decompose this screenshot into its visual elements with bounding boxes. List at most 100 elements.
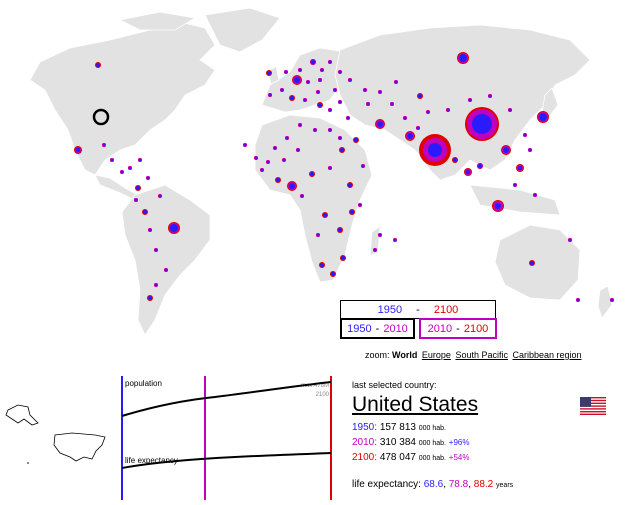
population-bubble[interactable] bbox=[297, 149, 299, 151]
population-bubble[interactable] bbox=[165, 269, 167, 271]
population-bubble[interactable] bbox=[350, 210, 354, 214]
south-america-shape[interactable] bbox=[121, 184, 211, 336]
population-bubble[interactable] bbox=[136, 186, 140, 190]
africa-shape[interactable] bbox=[254, 114, 373, 283]
australia-shape[interactable] bbox=[494, 224, 581, 301]
population-bubble[interactable] bbox=[379, 234, 381, 236]
population-bubble[interactable] bbox=[255, 157, 257, 159]
population-bubble[interactable] bbox=[329, 61, 331, 63]
zoom-europe[interactable]: Europe bbox=[421, 350, 451, 360]
population-bubble[interactable] bbox=[319, 79, 321, 81]
population-bubble[interactable] bbox=[447, 109, 449, 111]
population-bubble[interactable] bbox=[569, 239, 571, 241]
population-bubble[interactable] bbox=[466, 170, 470, 174]
population-bubble[interactable] bbox=[304, 99, 306, 101]
population-bubble[interactable] bbox=[509, 109, 511, 111]
population-bubble[interactable] bbox=[339, 137, 341, 139]
population-bubble[interactable] bbox=[267, 161, 269, 163]
population-bubble[interactable] bbox=[340, 148, 344, 152]
population-bubble[interactable] bbox=[274, 147, 276, 149]
population-bubble[interactable] bbox=[76, 148, 80, 152]
population-bubble[interactable] bbox=[244, 144, 246, 146]
population-bubble[interactable] bbox=[317, 91, 319, 93]
population-bubble[interactable] bbox=[529, 149, 531, 151]
population-bubble[interactable] bbox=[377, 121, 383, 127]
population-bubble[interactable] bbox=[286, 137, 288, 139]
population-bubble[interactable] bbox=[269, 94, 271, 96]
population-bubble[interactable] bbox=[329, 167, 331, 169]
population-bubble[interactable] bbox=[404, 117, 406, 119]
population-bubble[interactable] bbox=[478, 164, 482, 168]
population-bubble[interactable] bbox=[374, 249, 376, 251]
us-flag-icon[interactable] bbox=[580, 397, 606, 415]
selected-country-marker[interactable] bbox=[92, 108, 110, 126]
population-bubble[interactable] bbox=[331, 272, 335, 276]
zoom-world[interactable]: World bbox=[392, 350, 418, 360]
population-bubble[interactable] bbox=[348, 183, 352, 187]
population-bubble[interactable] bbox=[418, 94, 422, 98]
population-bubble[interactable] bbox=[149, 229, 151, 231]
population-bubble[interactable] bbox=[310, 172, 314, 176]
population-bubble[interactable] bbox=[323, 213, 327, 217]
year-range-1950-2010[interactable]: 1950 - 2010 bbox=[340, 318, 415, 339]
population-bubble[interactable] bbox=[339, 71, 341, 73]
population-bubble[interactable] bbox=[329, 109, 331, 111]
population-bubble[interactable] bbox=[314, 129, 316, 131]
asia-shape[interactable] bbox=[334, 24, 591, 181]
population-bubble[interactable] bbox=[427, 111, 429, 113]
population-bubble[interactable] bbox=[320, 263, 324, 267]
population-bubble[interactable] bbox=[148, 296, 152, 300]
population-bubble[interactable] bbox=[139, 159, 141, 161]
population-bubble[interactable] bbox=[267, 71, 271, 75]
population-bubble[interactable] bbox=[577, 299, 579, 301]
population-bubble[interactable] bbox=[299, 69, 301, 71]
population-bubble[interactable] bbox=[281, 89, 283, 91]
population-bubble[interactable] bbox=[534, 194, 536, 196]
population-bubble[interactable] bbox=[283, 159, 285, 161]
population-bubble[interactable] bbox=[524, 134, 526, 136]
population-bubble[interactable] bbox=[294, 77, 300, 83]
population-bubble[interactable] bbox=[170, 224, 178, 232]
population-bubble[interactable] bbox=[261, 169, 263, 171]
population-bubble[interactable] bbox=[349, 79, 351, 81]
population-bubble[interactable] bbox=[155, 249, 157, 251]
population-bubble[interactable] bbox=[495, 203, 501, 209]
population-bubble[interactable] bbox=[129, 167, 131, 169]
population-bubble[interactable] bbox=[307, 81, 309, 83]
population-bubble[interactable] bbox=[367, 103, 369, 105]
population-bubble[interactable] bbox=[318, 103, 322, 107]
population-bubble[interactable] bbox=[334, 89, 336, 91]
north-america-shape[interactable] bbox=[29, 21, 216, 176]
population-bubble[interactable] bbox=[103, 144, 105, 146]
population-bubble[interactable] bbox=[339, 101, 341, 103]
population-bubble[interactable] bbox=[290, 96, 294, 100]
population-bubble[interactable] bbox=[285, 71, 287, 73]
population-bubble[interactable] bbox=[395, 81, 397, 83]
population-bubble[interactable] bbox=[539, 113, 547, 121]
population-bubble[interactable] bbox=[530, 261, 534, 265]
population-bubble[interactable] bbox=[96, 63, 100, 67]
population-bubble[interactable] bbox=[311, 60, 315, 64]
population-bubble[interactable] bbox=[299, 124, 301, 126]
population-bubble[interactable] bbox=[347, 117, 349, 119]
population-bubble[interactable] bbox=[159, 195, 161, 197]
world-map[interactable] bbox=[0, 0, 625, 345]
population-bubble[interactable] bbox=[329, 129, 331, 131]
year-range-2010-2100[interactable]: 2010 - 2100 bbox=[419, 318, 497, 339]
population-bubble[interactable] bbox=[514, 184, 516, 186]
population-bubble[interactable] bbox=[379, 91, 381, 93]
population-bubble[interactable] bbox=[472, 114, 492, 134]
population-bubble[interactable] bbox=[362, 165, 364, 167]
population-bubble[interactable] bbox=[417, 127, 419, 129]
population-bubble[interactable] bbox=[469, 99, 471, 101]
year-range-1950-2100[interactable]: 1950 - 2100 bbox=[340, 300, 496, 319]
population-bubble[interactable] bbox=[338, 228, 342, 232]
population-bubble[interactable] bbox=[364, 89, 366, 91]
population-bubble[interactable] bbox=[143, 210, 147, 214]
population-bubble[interactable] bbox=[317, 234, 319, 236]
population-bubble[interactable] bbox=[611, 299, 613, 301]
population-bubble[interactable] bbox=[407, 133, 413, 139]
population-bubble[interactable] bbox=[518, 166, 522, 170]
zoom-south-pacific[interactable]: South Pacific bbox=[455, 350, 508, 360]
zoom-caribbean[interactable]: Caribbean region bbox=[512, 350, 582, 360]
